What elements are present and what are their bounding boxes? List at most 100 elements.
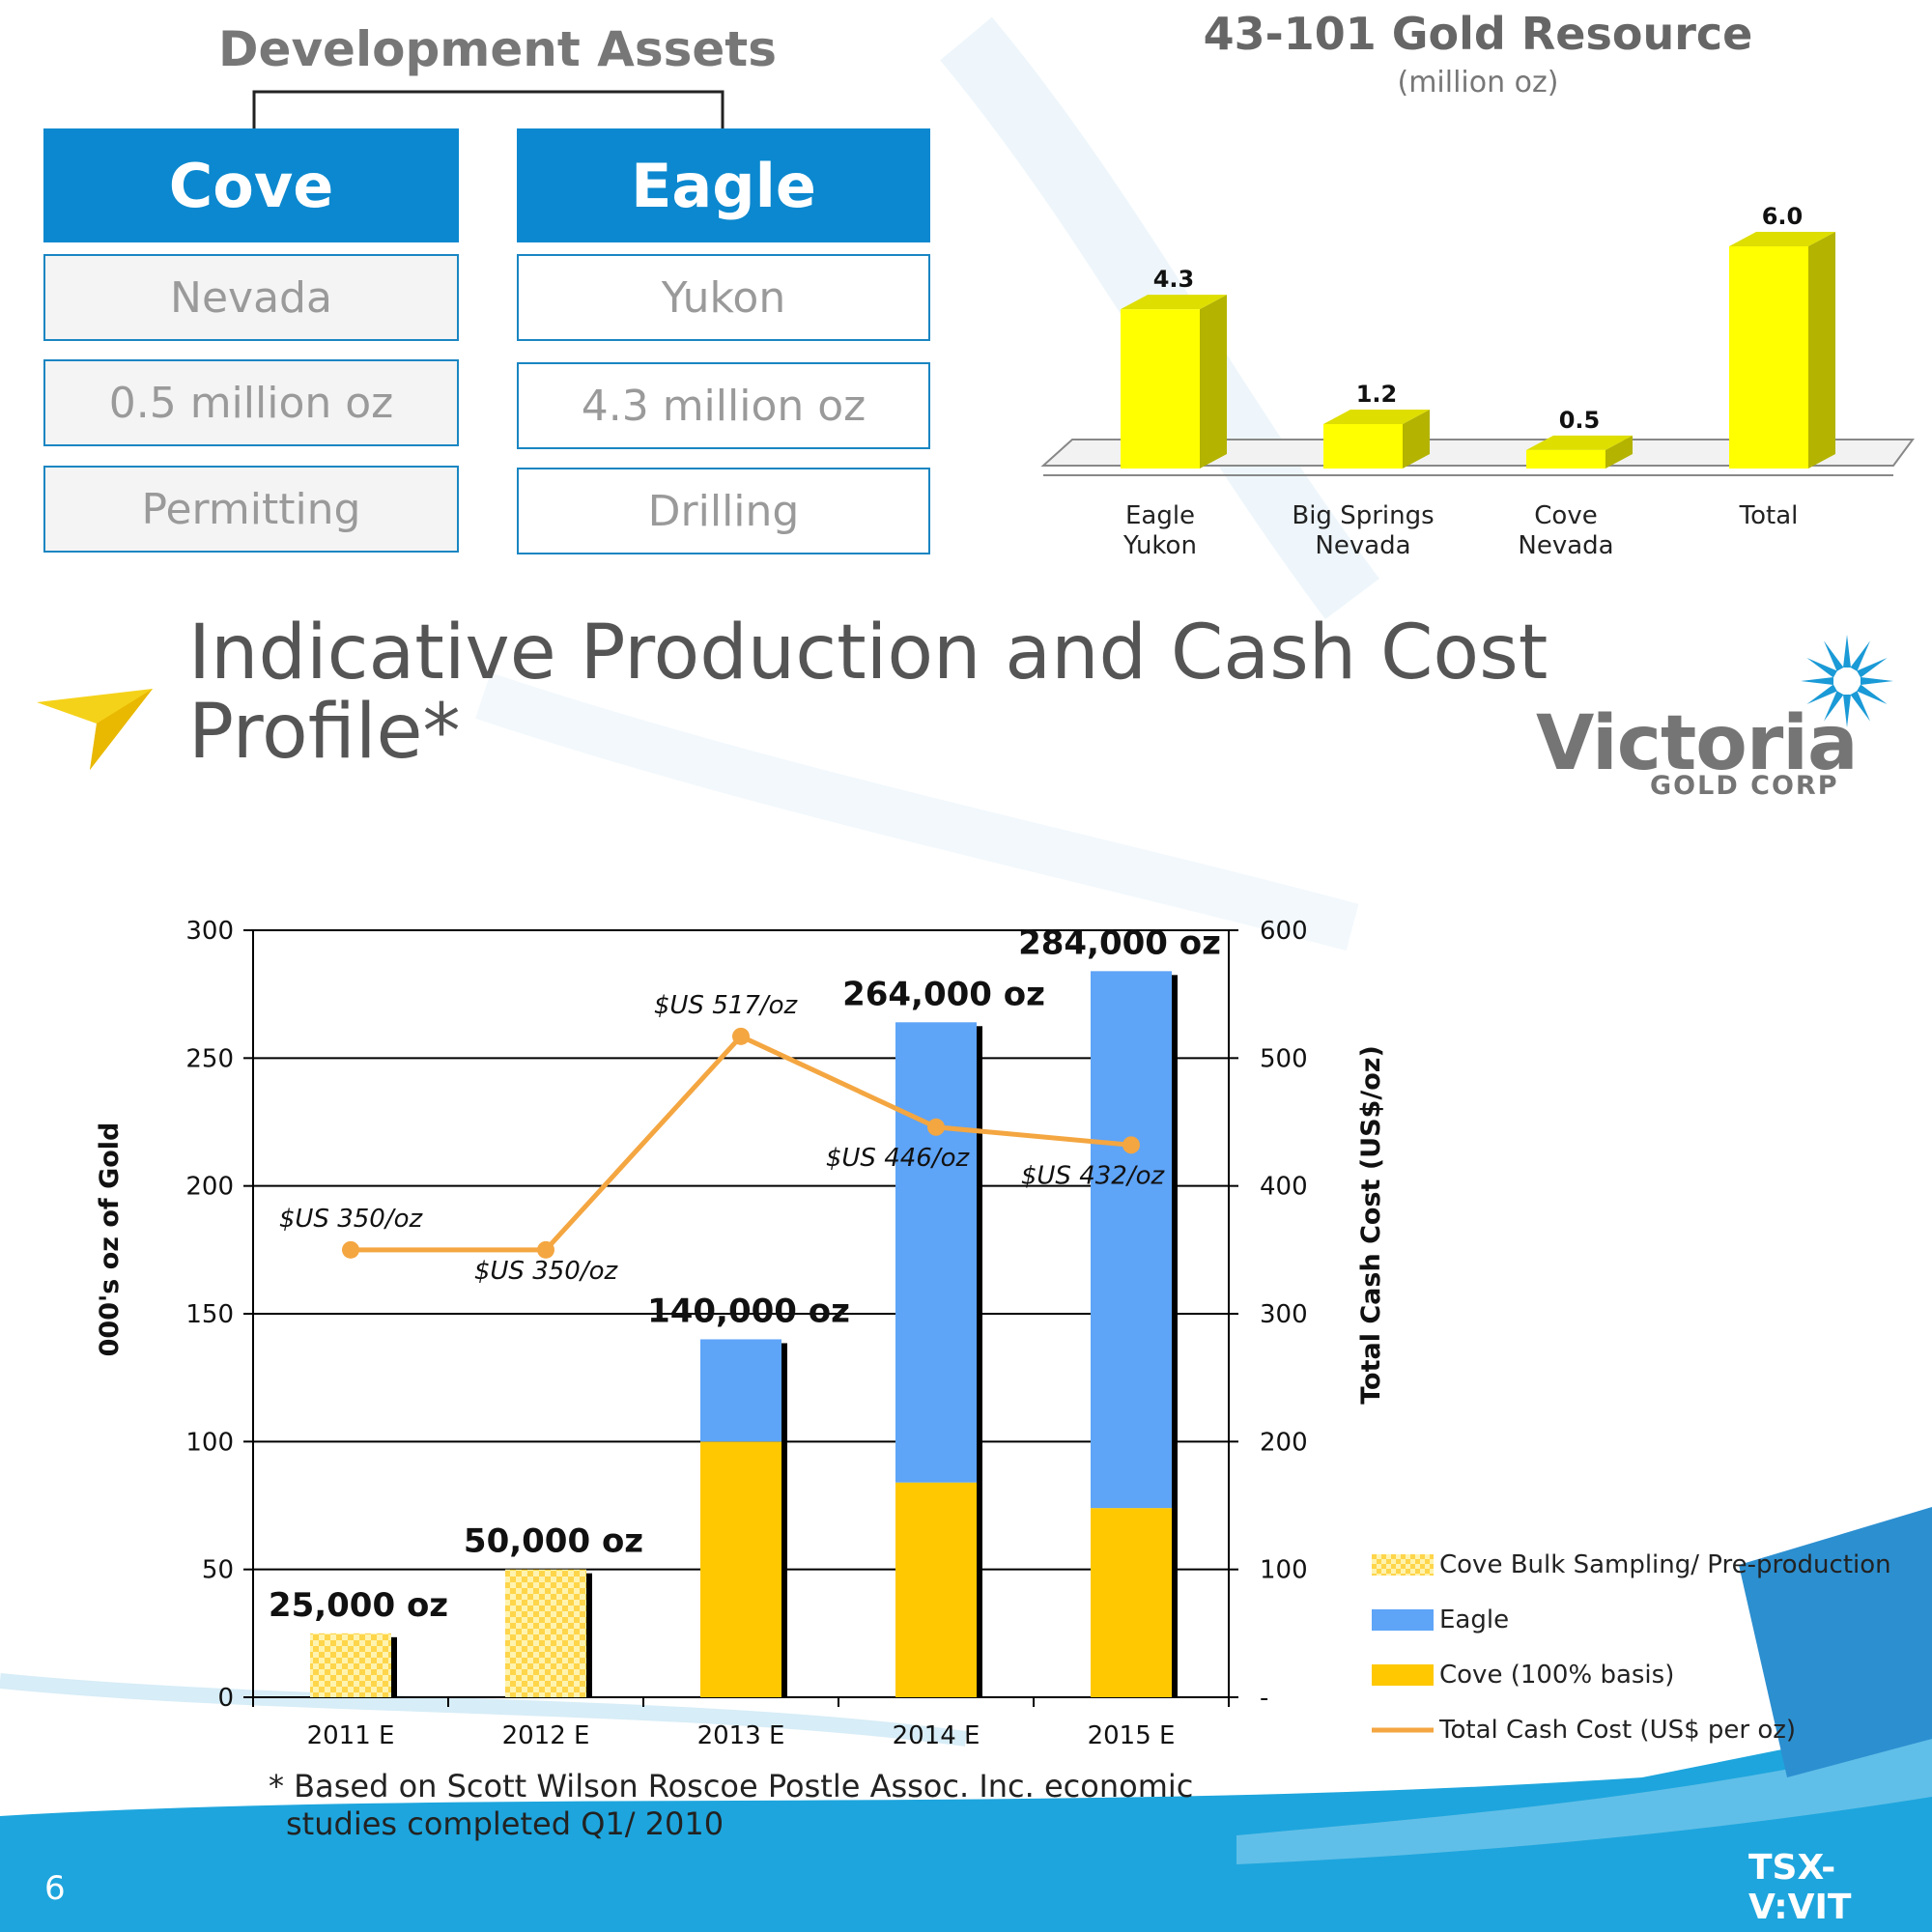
legend-item-eagle: Eagle [1372,1601,1891,1639]
production-bar-segment [505,1569,586,1697]
production-bar-segment [700,1441,781,1697]
asset-header-cove: Cove [43,128,459,242]
cash-cost-label: $US 446/oz [826,1144,971,1173]
cash-cost-line [351,1033,1132,1253]
logo-wordmark: Victoria [1536,700,1859,787]
cash-cost-point [1122,1136,1140,1154]
x-tick-label: 2011 E [307,1721,395,1750]
resource-bar [1526,449,1605,469]
legend-item-cove: Cove (100% basis) [1372,1656,1891,1694]
production-total-label: 50,000 oz [464,1522,643,1561]
resource-bar [1121,309,1200,469]
logo-star-icon [1801,635,1893,727]
y2-tick-label: 200 [1260,1428,1308,1457]
resource-bar-side [1200,295,1227,469]
eagle-location: Yukon [517,254,930,341]
cash-cost-point [732,1027,750,1045]
resource-category-label: Cove [1534,501,1597,530]
production-bar-segment [1091,971,1172,1509]
cash-cost-label: $US 350/oz [474,1257,619,1286]
production-total-label: 284,000 oz [1018,923,1221,962]
production-bar-segment [700,1339,781,1442]
cash-cost-point [342,1240,359,1259]
y-tick-label: 250 [185,1044,234,1073]
x-tick-label: 2015 E [1088,1721,1176,1750]
gold-resource-chart-subtitle: (million oz) [1397,66,1559,99]
legend-label-eagle: Eagle [1439,1605,1510,1634]
y2-tick-label: - [1260,1684,1268,1713]
slide-title-line-1: Indicative Production and Cash Cost [188,610,1548,696]
production-total-label: 264,000 oz [842,975,1045,1013]
y-tick-label: 100 [185,1428,234,1457]
production-bar-segment [1091,1508,1172,1697]
resource-category-label: Big Springs [1292,501,1434,530]
chart-legend: Cove Bulk Sampling/ Pre-production Eagle… [1372,1546,1891,1749]
resource-bar-value-label: 6.0 [1762,203,1804,230]
y2-tick-label: 600 [1260,917,1308,946]
resource-bar-value-label: 0.5 [1559,407,1601,434]
footnote-line-2: studies completed Q1/ 2010 [286,1805,724,1842]
production-bar-shadow [977,1026,982,1697]
slide-title-line-2: Profile* [188,689,461,776]
legend-label-cove: Cove (100% basis) [1439,1661,1675,1690]
resource-bar-side [1403,410,1430,469]
cove-stage: Permitting [43,466,459,553]
legend-label-cash-cost: Total Cash Cost (US$ per oz) [1439,1716,1797,1745]
legend-item-cash-cost: Total Cash Cost (US$ per oz) [1372,1711,1891,1749]
resource-category-label: Nevada [1518,531,1613,560]
gold-resource-chart-title: 43-101 Gold Resource [1203,8,1753,60]
cove-resource: 0.5 million oz [43,359,459,446]
production-bar-segment [310,1633,391,1697]
resource-bar-top [1121,295,1227,310]
org-connector [252,90,724,128]
slide-title: Indicative Production and Cash Cost Prof… [188,613,1548,772]
cove-location: Nevada [43,254,459,341]
asset-header-eagle: Eagle [517,128,930,242]
legend-swatch-cash-cost [1372,1727,1434,1733]
resource-category-label: Eagle [1125,501,1195,530]
production-bar-shadow [586,1573,592,1697]
cash-cost-label: $US 517/oz [654,991,799,1020]
resource-bar-side [1808,232,1835,469]
production-bar-shadow [781,1343,787,1697]
x-tick-label: 2012 E [502,1721,590,1750]
cash-cost-label: $US 350/oz [279,1205,424,1234]
cash-cost-point [537,1240,554,1259]
y2-tick-label: 300 [1260,1300,1308,1329]
footnote: * Based on Scott Wilson Roscoe Postle As… [269,1768,1193,1843]
legend-item-cove-bulk: Cove Bulk Sampling/ Pre-production [1372,1546,1891,1584]
logo-subtitle: GOLD CORP [1650,771,1839,801]
development-assets-title: Development Assets [218,21,777,77]
footnote-line-1: * Based on Scott Wilson Roscoe Postle As… [269,1768,1194,1804]
resource-bar [1323,424,1403,469]
resource-category-label: Total [1739,501,1799,530]
y2-tick-label: 100 [1260,1556,1308,1585]
arrow-icon [37,689,153,770]
resource-bar-side [1605,435,1633,469]
legend-swatch-cove [1372,1664,1434,1686]
resource-bar-top [1729,232,1835,246]
y2-tick-label: 400 [1260,1173,1308,1202]
y-tick-label: 300 [185,917,234,946]
page-number: 6 [44,1869,66,1908]
y2-axis-title: Total Cash Cost (US$/oz) [1356,1045,1386,1405]
production-total-label: 25,000 oz [269,1586,448,1625]
production-total-label: 140,000 oz [647,1292,850,1330]
resource-bar [1729,246,1808,469]
x-tick-label: 2014 E [893,1721,980,1750]
cash-cost-label: $US 432/oz [1021,1161,1166,1190]
resource-bar-top [1323,410,1430,424]
eagle-stage: Drilling [517,468,930,554]
y-tick-label: 50 [202,1556,234,1585]
resource-bar-value-label: 1.2 [1356,381,1398,408]
legend-label-cove-bulk: Cove Bulk Sampling/ Pre-production [1439,1550,1891,1579]
y-tick-label: 0 [217,1684,234,1713]
legend-swatch-eagle [1372,1609,1434,1631]
y-tick-label: 200 [185,1173,234,1202]
y2-tick-label: 500 [1260,1044,1308,1073]
resource-bar-value-label: 4.3 [1153,266,1195,293]
resource-bar-top [1526,435,1633,450]
production-cost-chart: 0 50 100 150 200 250 300 - 100 200 300 400 500 600 201… [95,917,1386,1750]
